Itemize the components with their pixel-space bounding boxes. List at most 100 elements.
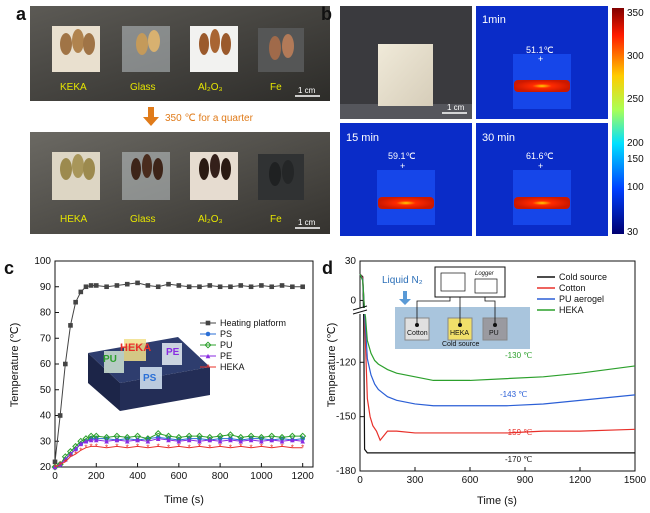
data-point: * [198,442,201,451]
data-point: * [126,444,129,453]
inset-label-ps: PS [143,373,157,384]
photo-bench [340,104,472,119]
leaf-icon [148,30,160,52]
series-line-pu-aerogel [359,273,636,407]
crosshair-icon: + [538,54,543,64]
data-point: * [188,444,191,453]
data-point [93,283,99,288]
data-point [195,432,203,440]
leaf-icon [269,36,281,60]
legend-marker [205,353,211,359]
y-tick-label: 60 [40,359,52,370]
data-point [63,361,68,367]
legend-label: PU aerogel [559,294,604,304]
chart-c-ylabel: Temperature (℃) [9,323,21,408]
panel-letter-a: a [16,4,27,24]
data-point [124,281,130,287]
series-line-heka [359,273,636,382]
colorbar-tick: 150 [627,154,644,165]
x-tick-label: 400 [129,471,146,482]
leaf-icon [153,158,163,180]
data-point [145,283,151,288]
series-line-cotton [359,273,636,442]
y-tick-label: 20 [40,462,52,473]
data-point: * [280,442,283,451]
data-point [114,437,120,443]
y-tick-label: 0 [350,295,356,306]
data-point: * [146,444,149,453]
data-point [248,437,254,443]
data-point: * [157,442,160,451]
data-point: * [95,442,98,451]
leaf-icon [199,33,209,55]
legend-marker: * [206,363,209,372]
sample-heka-label: HEKA [450,330,469,337]
inset-label-pe: PE [166,347,180,358]
data-point [228,284,233,290]
series-line-heka [54,445,303,468]
label-fe-bottom: Fe [270,214,282,225]
data-point [73,299,78,305]
data-point: * [239,442,242,451]
leaf-icon [83,158,95,180]
data-point: * [53,463,56,472]
cold-source-label: Cold source [442,341,479,348]
data-point: * [90,442,93,451]
leaf-icon [282,160,294,184]
x-tick-label: 1200 [292,471,315,482]
colorbar-tick: 200 [627,138,644,149]
data-point: * [229,444,232,453]
data-point [114,283,120,288]
x-tick-label: 200 [88,471,105,482]
time-label-15min: 15 min [346,132,379,144]
inset-cube-heka [124,339,146,361]
data-point [238,283,244,288]
leaf-icon [60,33,72,55]
chart-c-xlabel: Time (s) [164,494,204,506]
data-point: * [301,444,304,453]
hot-plate [378,197,434,209]
panel-b-thermal: 1 cm 1min 51.1℃ + 15 min 59.1℃ + 30 min … [340,6,644,238]
inset-label-heka: HEKA [120,342,151,354]
data-point: * [219,442,222,451]
axis-break-mask [351,308,369,314]
data-point [279,283,285,288]
data-point [299,432,307,440]
data-point [166,281,171,287]
data-point [93,437,99,443]
temp-label-30min: 61.6℃ [526,151,554,161]
panel-letter-c: c [4,258,15,278]
data-point: * [208,444,211,453]
annotation-heka: -130 ℃ [505,351,532,360]
series-line-cold-source [359,273,635,454]
data-point [78,441,84,447]
leaf-icon [221,158,231,180]
sample-pu-label: PU [489,330,499,337]
x-tick-label: 900 [517,475,534,486]
x-tick-label: 600 [170,471,187,482]
x-tick-label: 0 [52,471,58,482]
x-tick-label: 600 [462,475,479,486]
data-point: * [291,444,294,453]
label-fe-top: Fe [270,82,282,93]
panel-letter-d: d [322,258,333,278]
data-point [290,437,295,443]
data-point [83,284,89,290]
data-point [228,437,233,443]
data-point [279,438,285,444]
colorbar-tick: 350 [627,8,644,19]
temp-label-1min: 51.1℃ [526,45,554,55]
data-point [83,438,89,444]
x-tick-label: 800 [212,471,229,482]
y-tick-label: 40 [40,411,52,422]
data-point [226,431,234,439]
hot-plate [514,80,570,92]
data-point [197,284,202,290]
data-point: * [79,446,82,455]
label-keka: KEKA [60,82,87,93]
data-point [154,430,162,438]
data-point [166,437,171,443]
colorbar-tick: 300 [627,51,644,62]
label-glass-top: Glass [130,82,156,93]
crosshair-icon: + [400,161,405,171]
